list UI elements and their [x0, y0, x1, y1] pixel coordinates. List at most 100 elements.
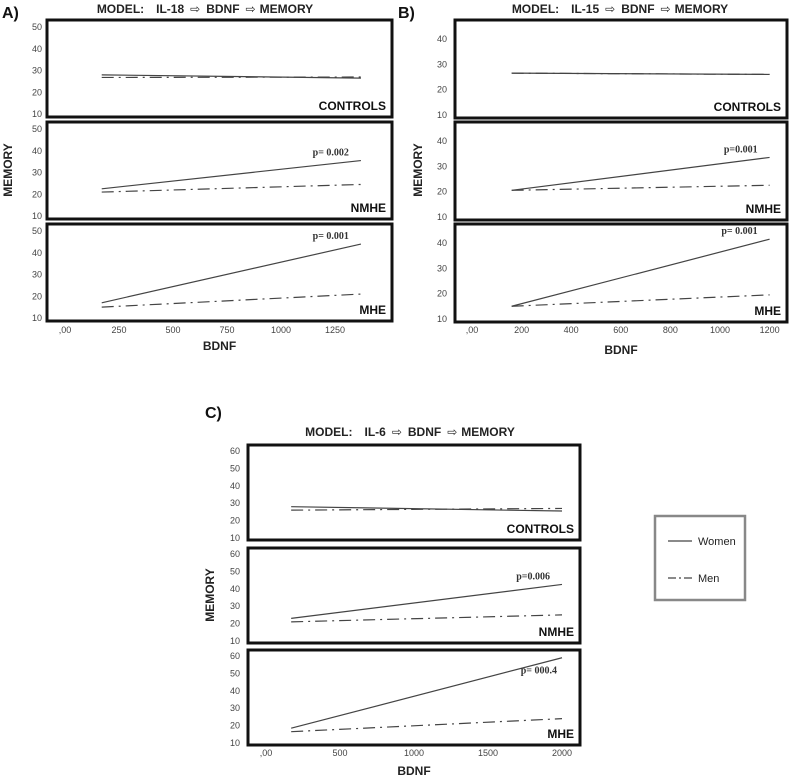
y-tick-label: 20	[230, 516, 240, 526]
title-mediator: BDNF	[206, 2, 239, 16]
y-tick-label: 30	[230, 601, 240, 611]
series-line-women	[511, 238, 770, 307]
y-tick-label: 20	[437, 289, 447, 299]
series-line-men	[101, 293, 361, 308]
series-line-women	[291, 583, 563, 619]
group-label: MHE	[547, 727, 574, 741]
y-tick-label: 50	[32, 22, 42, 32]
group-label: NMHE	[746, 202, 781, 216]
y-tick-label: 40	[230, 686, 240, 696]
p-value-label: p= 0.001	[721, 226, 757, 237]
arrow-right-icon: ⇨	[246, 2, 256, 16]
y-tick-label: 40	[230, 584, 240, 594]
y-tick-label: 30	[230, 703, 240, 713]
series-line-women	[101, 74, 361, 79]
y-tick-label: 10	[32, 313, 42, 323]
panel-c: C) MODEL: IL-6 ⇨ BDNF ⇨ MEMORY BDNF MEMORY ,00 500…	[203, 405, 582, 777]
series-line-women	[291, 506, 563, 512]
x-tick-label: 400	[564, 325, 579, 335]
y-tick-label: 20	[32, 291, 42, 301]
title-mediator: BDNF	[408, 425, 441, 439]
x-tick-label: 500	[165, 325, 180, 335]
x-tick-label: 2000	[552, 748, 572, 758]
y-tick-label: 40	[230, 481, 240, 491]
panel-label: A)	[2, 5, 19, 22]
x-axis-label: BDNF	[203, 339, 236, 353]
y-axis-label: MEMORY	[411, 143, 425, 197]
subplot-frame	[246, 443, 582, 542]
subplot-frame	[453, 222, 789, 324]
group-label: CONTROLS	[507, 522, 574, 536]
x-tick-label: 200	[514, 325, 529, 335]
title-outcome: MEMORY	[675, 2, 729, 16]
legend-frame	[653, 514, 747, 602]
y-tick-label: 40	[437, 34, 447, 44]
series-line-men	[291, 718, 563, 733]
p-value-label: p=0.001	[724, 144, 758, 155]
series-line-men	[291, 614, 563, 623]
y-tick-label: 50	[230, 566, 240, 576]
arrow-right-icon: ⇨	[190, 2, 200, 16]
y-tick-label: 30	[32, 66, 42, 76]
y-axis-label: MEMORY	[1, 143, 15, 197]
legend-label: Women	[698, 536, 736, 548]
series-line-women	[101, 243, 362, 304]
y-tick-label: 50	[32, 124, 42, 134]
y-tick-label: 40	[437, 238, 447, 248]
title-prefix: MODEL:	[97, 2, 144, 16]
y-tick-label: 30	[437, 161, 447, 171]
series-line-men	[511, 184, 770, 191]
y-tick-label: 10	[230, 636, 240, 646]
y-tick-label: 50	[230, 668, 240, 678]
subplot-controls: 10 20 30 40 CONTROLS	[437, 18, 789, 120]
subplot-nmhe: 10 20 30 40 NMHE p=0.001	[437, 120, 789, 222]
title-prefix: MODEL:	[512, 2, 559, 16]
y-tick-label: 20	[230, 721, 240, 731]
y-tick-label: 30	[32, 270, 42, 280]
series-line-men	[291, 507, 563, 511]
subplot-frame	[453, 120, 789, 222]
y-tick-label: 30	[32, 168, 42, 178]
x-axis-label: BDNF	[397, 764, 430, 777]
y-tick-label: 30	[437, 263, 447, 273]
x-tick-label: ,00	[466, 325, 479, 335]
x-tick-label: 1200	[760, 325, 780, 335]
subplot-nmhe: 10 20 30 40 50 NMHE p= 0.002	[32, 120, 394, 221]
subplot-frame	[246, 546, 582, 645]
x-tick-label: 1000	[404, 748, 424, 758]
p-value-label: p= 0.001	[313, 231, 349, 242]
model-title: MODEL: IL-6 ⇨ BDNF ⇨ MEMORY	[305, 425, 515, 439]
subplot-frame	[45, 222, 394, 323]
panel-b: B) MODEL: IL-15 ⇨ BDNF ⇨ MEMORY BDNF MEMORY ,00 20…	[398, 2, 789, 357]
title-cytokine: IL-18	[156, 2, 184, 16]
y-tick-label: 20	[32, 87, 42, 97]
x-tick-label: 600	[613, 325, 628, 335]
subplot-frame	[45, 120, 394, 221]
y-axis-label: MEMORY	[203, 568, 217, 622]
y-tick-label: 60	[230, 651, 240, 661]
y-tick-label: 30	[437, 59, 447, 69]
x-tick-label: 1000	[710, 325, 730, 335]
p-value-label: p= 0.002	[313, 148, 349, 159]
arrow-right-icon: ⇨	[605, 2, 615, 16]
y-tick-label: 50	[32, 226, 42, 236]
y-tick-label: 20	[437, 187, 447, 197]
group-label: CONTROLS	[319, 99, 386, 113]
y-tick-label: 60	[230, 549, 240, 559]
y-tick-label: 20	[230, 619, 240, 629]
group-label: NMHE	[351, 201, 386, 215]
title-prefix: MODEL:	[305, 425, 352, 439]
subplot-controls: 10 20 30 40 50 CONTROLS	[32, 18, 394, 119]
subplot-frame	[246, 648, 582, 747]
x-tick-label: 1500	[478, 748, 498, 758]
arrow-right-icon: ⇨	[661, 2, 671, 16]
panel-label: C)	[205, 405, 222, 422]
x-tick-label: 500	[332, 748, 347, 758]
subplot-frame	[45, 18, 394, 119]
y-tick-label: 40	[32, 44, 42, 54]
x-tick-label: 800	[663, 325, 678, 335]
series-line-men	[511, 72, 770, 76]
y-tick-label: 10	[437, 110, 447, 120]
group-label: CONTROLS	[714, 100, 781, 114]
